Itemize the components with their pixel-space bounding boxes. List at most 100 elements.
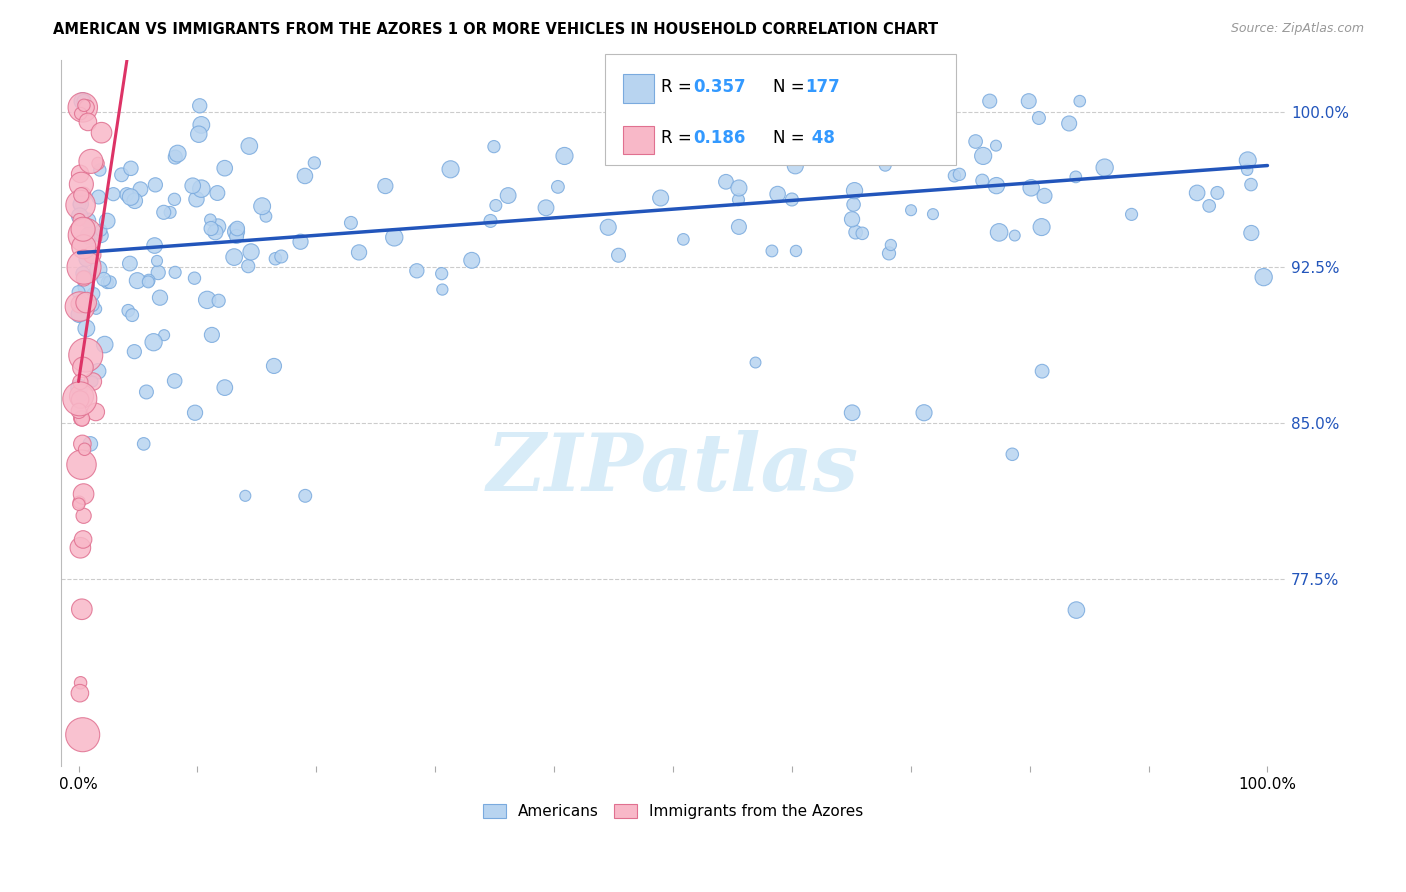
Point [238, 139, 260, 153]
Point [93, 272, 115, 286]
Point [67, 495, 90, 509]
Point [482, 139, 505, 153]
Point [186, 192, 208, 206]
Point [233, 489, 256, 503]
Point [73, 270, 96, 285]
Point [728, 219, 751, 234]
Point [72, 508, 94, 523]
Point [780, 193, 803, 207]
Text: Source: ZipAtlas.com: Source: ZipAtlas.com [1230, 22, 1364, 36]
Point [225, 225, 247, 239]
Point [152, 205, 174, 219]
Point [69, 375, 91, 389]
Point [69, 209, 91, 223]
Point [880, 238, 903, 252]
Point [1064, 169, 1087, 184]
Point [70, 389, 93, 403]
Point [149, 291, 172, 305]
Point [972, 149, 994, 163]
Point [1198, 199, 1220, 213]
Point [226, 221, 249, 235]
Point [1031, 364, 1053, 378]
Point [1206, 186, 1229, 200]
Point [142, 335, 165, 350]
Point [73, 98, 96, 112]
Point [120, 190, 142, 204]
Point [117, 303, 139, 318]
Point [70, 178, 93, 192]
Point [129, 182, 152, 196]
Text: 48: 48 [806, 129, 835, 147]
Text: R =: R = [661, 129, 697, 147]
Point [188, 99, 211, 113]
Point [165, 265, 187, 279]
Point [70, 411, 93, 425]
Text: N =: N = [773, 129, 810, 147]
Text: 177: 177 [806, 78, 841, 95]
Point [214, 381, 236, 395]
Point [72, 437, 94, 451]
Point [1018, 94, 1040, 108]
Point [405, 264, 427, 278]
Legend: Americans, Immigrants from the Azores: Americans, Immigrants from the Azores [477, 798, 869, 825]
Point [785, 244, 807, 258]
Point [948, 167, 970, 181]
Point [75, 321, 97, 335]
Point [534, 201, 557, 215]
Point [67, 308, 90, 322]
Point [72, 100, 94, 114]
Point [96, 214, 118, 228]
Point [1019, 181, 1042, 195]
Point [225, 229, 247, 244]
Point [69, 197, 91, 211]
Point [145, 178, 167, 192]
Point [972, 174, 994, 188]
Point [69, 106, 91, 120]
Point [1069, 94, 1091, 108]
Text: 0.186: 0.186 [693, 129, 745, 147]
Point [183, 271, 205, 285]
Point [73, 240, 96, 254]
Point [430, 267, 453, 281]
Point [75, 228, 97, 243]
Point [1236, 162, 1258, 177]
Point [82, 286, 104, 301]
Point [224, 250, 246, 264]
Point [124, 194, 146, 208]
Point [73, 260, 96, 274]
Point [263, 359, 285, 373]
Point [80, 297, 103, 311]
Point [264, 252, 287, 266]
Point [72, 487, 94, 501]
Point [75, 252, 97, 267]
Point [766, 187, 789, 202]
Point [200, 212, 222, 227]
Point [136, 275, 159, 289]
Point [432, 283, 454, 297]
Point [841, 212, 863, 227]
Point [908, 146, 931, 161]
Point [294, 489, 316, 503]
Point [132, 437, 155, 451]
Point [979, 94, 1001, 108]
Point [1240, 226, 1263, 240]
Point [187, 127, 209, 141]
Point [240, 244, 263, 259]
Point [986, 178, 1008, 193]
Text: AMERICAN VS IMMIGRANTS FROM THE AZORES 1 OR MORE VEHICLES IN HOUSEHOLD CORRELATI: AMERICAN VS IMMIGRANTS FROM THE AZORES 1… [53, 22, 939, 37]
Point [842, 197, 865, 211]
Point [87, 262, 110, 277]
Point [1253, 270, 1275, 285]
Point [851, 227, 873, 241]
Point [744, 355, 766, 369]
Point [67, 285, 90, 299]
Point [135, 384, 157, 399]
Point [110, 168, 132, 182]
Point [96, 276, 118, 290]
Point [547, 180, 569, 194]
Point [143, 238, 166, 252]
Point [87, 156, 110, 170]
Point [146, 253, 169, 268]
Point [73, 271, 96, 285]
Point [118, 256, 141, 270]
